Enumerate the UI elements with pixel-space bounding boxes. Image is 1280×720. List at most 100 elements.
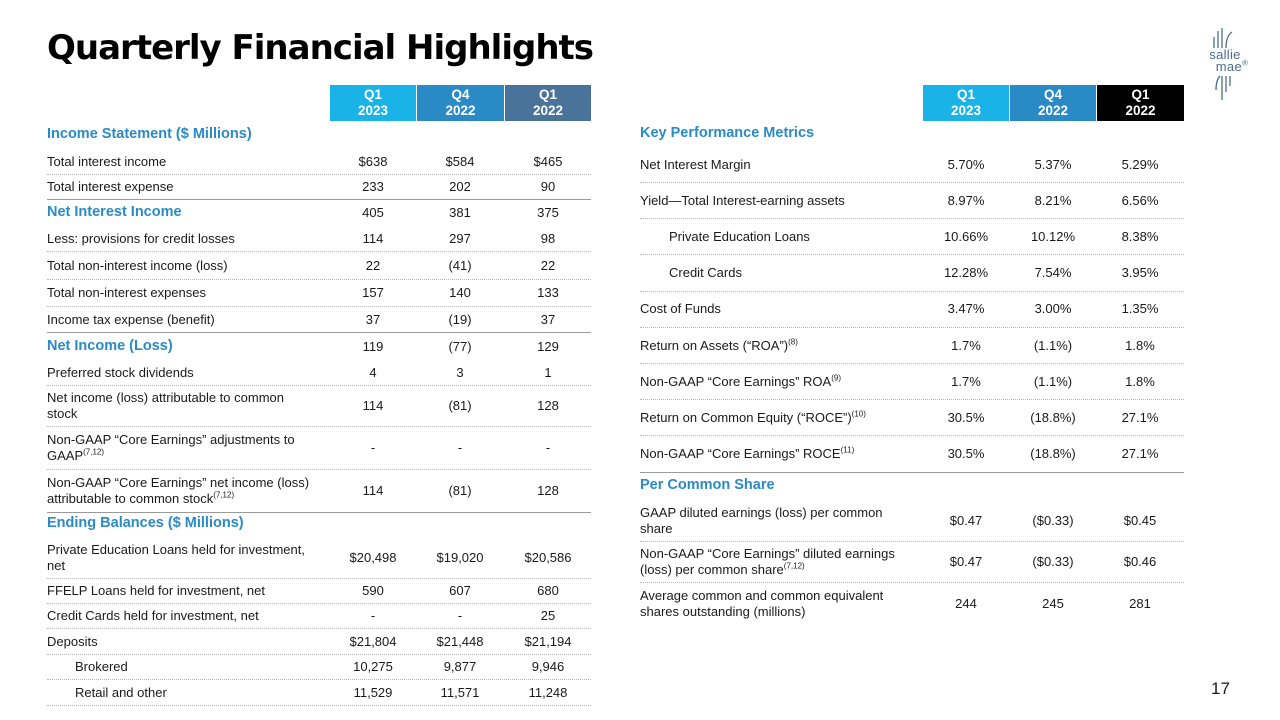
row-label-text: Non-GAAP “Core Earnings” ROCE [640, 446, 841, 462]
table-row: Deposits $21,804 $21,448 $21,194 [47, 629, 591, 655]
table-row: Private Education Loans 10.66% 10.12% 8.38% [640, 219, 1184, 256]
row-value: 37 [540, 311, 556, 327]
table-row: Return on Assets (“ROA”)(8) 1.7% (1.1%) 1.8… [640, 328, 1184, 364]
table-row: Average common and common equivalent sha… [640, 583, 1184, 624]
row-label-text: Net income (loss) attributable to common… [47, 390, 284, 421]
row-label-text: Non-GAAP “Core Earnings” adjustments to … [47, 432, 295, 463]
row-label-text: Non-GAAP “Core Earnings” diluted earning… [640, 546, 895, 577]
row-value: 8.38% [1121, 228, 1159, 244]
section-income-statement: Income Statement ($ Millions) [47, 126, 591, 142]
row-value: $19,020 [436, 549, 484, 565]
row-value: 1.7% [951, 337, 981, 353]
row-value: 3.47% [947, 301, 985, 317]
row-label: Return on Common Equity (“ROCE”)(10) [640, 410, 915, 426]
row-value: - [457, 608, 463, 623]
page-number: 17 [1211, 679, 1230, 698]
row-value: 202 [449, 178, 471, 194]
row-value: 5.29% [1121, 156, 1159, 172]
row-label: Private Education Loans held for investm… [47, 542, 317, 574]
row-label: Cost of Funds [640, 301, 915, 317]
table-row: Credit Cards held for investment, net - - 2… [47, 604, 591, 629]
row-label: Income tax expense (benefit) [47, 312, 317, 328]
row-label: Non-GAAP “Core Earnings” ROCE(11) [640, 446, 915, 462]
row-value: 281 [1129, 595, 1151, 611]
table-row: Preferred stock dividends 4 3 1 [47, 360, 591, 386]
row-value: $0.45 [1123, 512, 1157, 528]
table-row: Total interest expense 233 202 90 [47, 174, 591, 200]
row-value: (81) [448, 398, 472, 413]
row-value: 114 [362, 398, 384, 413]
row-value: 680 [537, 583, 559, 598]
logo-mark-icon [1213, 28, 1233, 100]
row-value: 607 [449, 583, 471, 598]
row-value: 30.5% [947, 446, 985, 462]
row-value: 297 [449, 230, 471, 246]
row-value: (1.1%) [1033, 337, 1073, 353]
row-value: 1 [544, 364, 552, 380]
section-title: Income Statement ($ Millions) [47, 126, 252, 142]
row-value: 245 [1042, 595, 1064, 611]
row-label-text: Credit Cards [669, 265, 742, 281]
row-value: 114 [362, 483, 384, 498]
row-value: 1.35% [1121, 301, 1159, 317]
section-key-performance-metrics: Key Performance Metrics [640, 125, 1184, 141]
table-row: Retail and other 11,529 11,571 11,248 [47, 680, 591, 706]
row-value: 10,275 [353, 659, 393, 674]
row-value: 375 [537, 205, 559, 220]
right-header-q4-2022: Q4 2022 [1010, 85, 1096, 121]
footnote-ref: (9) [831, 373, 841, 383]
row-value: 1.8% [1125, 337, 1155, 353]
row-value: 98 [540, 230, 556, 246]
section-title: Key Performance Metrics [640, 125, 815, 141]
row-value: $0.47 [949, 554, 983, 569]
row-label-text: Retail and other [75, 684, 167, 700]
row-value: $20,498 [349, 549, 397, 565]
table-row: Non-GAAP “Core Earnings” net income (los… [47, 470, 591, 513]
row-label-text: Private Education Loans [669, 228, 810, 244]
row-label-text: Total non-interest income (loss) [47, 257, 228, 273]
table-row: Brokered 10,275 9,877 9,946 [47, 655, 591, 680]
row-label-text: Preferred stock dividends [47, 364, 194, 380]
section-title: Per Common Share [640, 477, 775, 493]
table-row: Return on Common Equity (“ROCE”)(10) 30.5… [640, 400, 1184, 437]
row-value: ($0.33) [1032, 554, 1074, 569]
row-value: $638 [358, 153, 388, 169]
row-label: Total interest expense [47, 179, 317, 195]
row-value: $20,586 [524, 549, 572, 565]
row-value: (19) [448, 311, 472, 327]
row-value: (18.8%) [1030, 446, 1076, 462]
row-label: FFELP Loans held for investment, net [47, 583, 317, 599]
row-value: 11,529 [353, 684, 393, 700]
row-value: (77) [448, 339, 472, 354]
table-row: Total non-interest expenses 157 140 133 [47, 280, 591, 307]
right-header-q1-2022: Q1 2022 [1097, 85, 1184, 121]
section-title: Net Interest Income [47, 204, 182, 220]
row-label-text: Income tax expense (benefit) [47, 311, 215, 327]
row-value: 128 [537, 398, 559, 413]
row-value: 119 [362, 339, 384, 354]
row-value: $21,194 [524, 633, 572, 649]
table-row: Cost of Funds 3.47% 3.00% 1.35% [640, 292, 1184, 328]
table-row: GAAP diluted earnings (loss) per common … [640, 500, 1184, 542]
section-title: Net Income (Loss) [47, 338, 173, 354]
row-label: Yield—Total Interest-earning assets [640, 193, 915, 209]
row-value: 133 [537, 285, 559, 300]
row-value: 140 [449, 285, 471, 300]
logo-word-sallie: sallie [1209, 47, 1241, 62]
row-value: 10.12% [1030, 228, 1076, 244]
row-value: (18.8%) [1030, 409, 1076, 425]
right-header-q1-2023: Q1 2023 [923, 85, 1009, 121]
row-label: Retail and other [47, 685, 317, 701]
row-value: 5.37% [1034, 156, 1072, 172]
row-label-text: Non-GAAP “Core Earnings” ROA [640, 373, 832, 389]
row-label: Non-GAAP “Core Earnings” net income (los… [47, 475, 317, 507]
table-row: Non-GAAP “Core Earnings” ROCE(11) 30.5% (1… [640, 437, 1184, 473]
row-value: 25 [540, 608, 556, 623]
table-row: Credit Cards 12.28% 7.54% 3.95% [640, 256, 1184, 292]
row-value: - [457, 440, 463, 455]
row-label: Non-GAAP “Core Earnings” adjustments to … [47, 432, 317, 464]
table-row: Non-GAAP “Core Earnings” ROA(9) 1.7% (1.1%… [640, 364, 1184, 401]
row-label-text: FFELP Loans held for investment, net [47, 583, 265, 598]
row-value: 9,946 [531, 659, 565, 674]
row-value: $465 [533, 153, 563, 169]
